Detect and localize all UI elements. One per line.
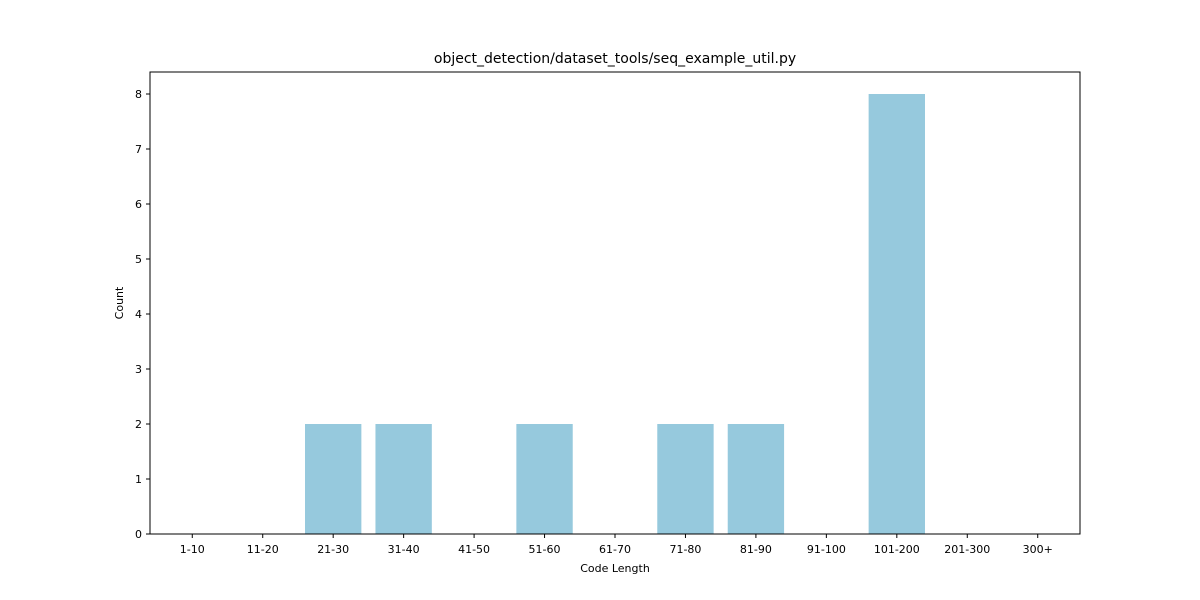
y-axis-label: Count: [113, 286, 126, 319]
y-tick-label: 2: [135, 418, 142, 431]
y-tick-label: 1: [135, 473, 142, 486]
x-tick-label: 81-90: [740, 543, 772, 556]
y-tick-label: 3: [135, 363, 142, 376]
y-tick-label: 6: [135, 198, 142, 211]
bar-71-80: [657, 424, 714, 534]
x-tick-label: 41-50: [458, 543, 490, 556]
y-tick-label: 8: [135, 88, 142, 101]
y-axis-ticks: 0 1 2 3 4 5 6 7 8: [135, 88, 150, 541]
y-tick-label: 5: [135, 253, 142, 266]
y-tick-label: 0: [135, 528, 142, 541]
bar-101-200: [868, 94, 925, 534]
x-tick-label: 101-200: [874, 543, 920, 556]
y-tick-label: 7: [135, 143, 142, 156]
x-tick-label: 1-10: [180, 543, 205, 556]
bar-81-90: [727, 424, 785, 534]
bar-51-60: [516, 424, 573, 534]
bar-31-40: [375, 424, 432, 534]
plot-frame: [149, 71, 1081, 535]
x-tick-label: 11-20: [247, 543, 279, 556]
x-tick-label: 71-80: [669, 543, 701, 556]
x-tick-label: 21-30: [317, 543, 349, 556]
chart-title: object_detection/dataset_tools/seq_examp…: [434, 51, 796, 67]
x-tick-label: 61-70: [599, 543, 631, 556]
x-tick-label: 91-100: [807, 543, 846, 556]
x-tick-label: 31-40: [388, 543, 420, 556]
x-axis-label: Code Length: [580, 562, 650, 575]
y-tick-label: 4: [135, 308, 142, 321]
x-axis-ticks: 1-10 11-20 21-30 31-40 41-50 51-60 61-70 71-80 8…: [180, 534, 1053, 556]
x-tick-label: 201-300: [944, 543, 990, 556]
x-tick-label: 300+: [1023, 543, 1053, 556]
bar-21-30: [305, 424, 362, 534]
bars-group: [305, 94, 925, 534]
x-tick-label: 51-60: [529, 543, 561, 556]
